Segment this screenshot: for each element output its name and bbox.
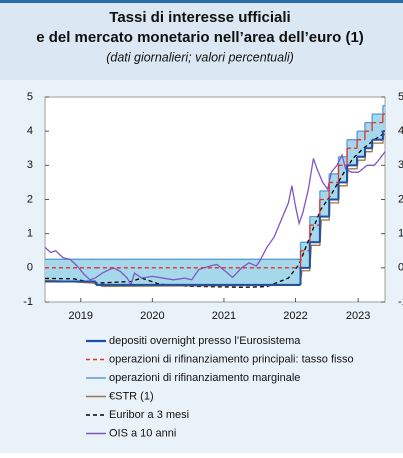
series-line <box>44 132 386 288</box>
y-tick-label: 3 <box>27 159 33 171</box>
chart-subtitle: (dati giornalieri; valori percentuali) <box>106 50 294 64</box>
y-tick-label: 0 <box>27 262 33 274</box>
y2-tick-label: 3 <box>398 159 403 171</box>
legend-label: €STR (1) <box>109 390 154 402</box>
x-tick-label: 2021 <box>212 310 236 322</box>
header <box>0 0 403 80</box>
x-tick-label: 2020 <box>140 310 164 322</box>
legend-label: operazioni di rifinanziamento principali… <box>109 353 354 365</box>
y2-tick-label: 2 <box>398 193 403 205</box>
y-tick-label: -1 <box>23 296 33 308</box>
chart-title: Tassi di interesse ufficiali <box>109 9 290 26</box>
y-tick-label: 5 <box>27 91 33 103</box>
chart-title: e del mercato monetario nell’area dell’e… <box>36 29 364 46</box>
legend-label: operazioni di rifinanziamento marginale <box>109 372 300 384</box>
x-tick-label: 2019 <box>69 310 93 322</box>
y-tick-label: 1 <box>27 228 33 240</box>
y2-tick-label: 5 <box>398 91 403 103</box>
y-tick-label: 4 <box>27 125 33 137</box>
y2-tick-label: 4 <box>398 125 403 137</box>
x-tick-label: 2022 <box>283 310 307 322</box>
top-bar <box>0 0 403 3</box>
y2-tick-label: -1 <box>398 296 403 308</box>
y-tick-label: 2 <box>27 193 33 205</box>
legend-label: OIS a 10 anni <box>109 427 176 439</box>
y2-tick-label: 1 <box>398 228 403 240</box>
legend-label: depositi overnight presso l’Eurosistema <box>109 335 301 347</box>
x-tick-label: 2023 <box>346 310 370 322</box>
series-line <box>44 151 386 287</box>
y2-tick-label: 0 <box>398 262 403 274</box>
legend-label: Euribor a 3 mesi <box>109 409 189 421</box>
corridor <box>45 105 385 285</box>
